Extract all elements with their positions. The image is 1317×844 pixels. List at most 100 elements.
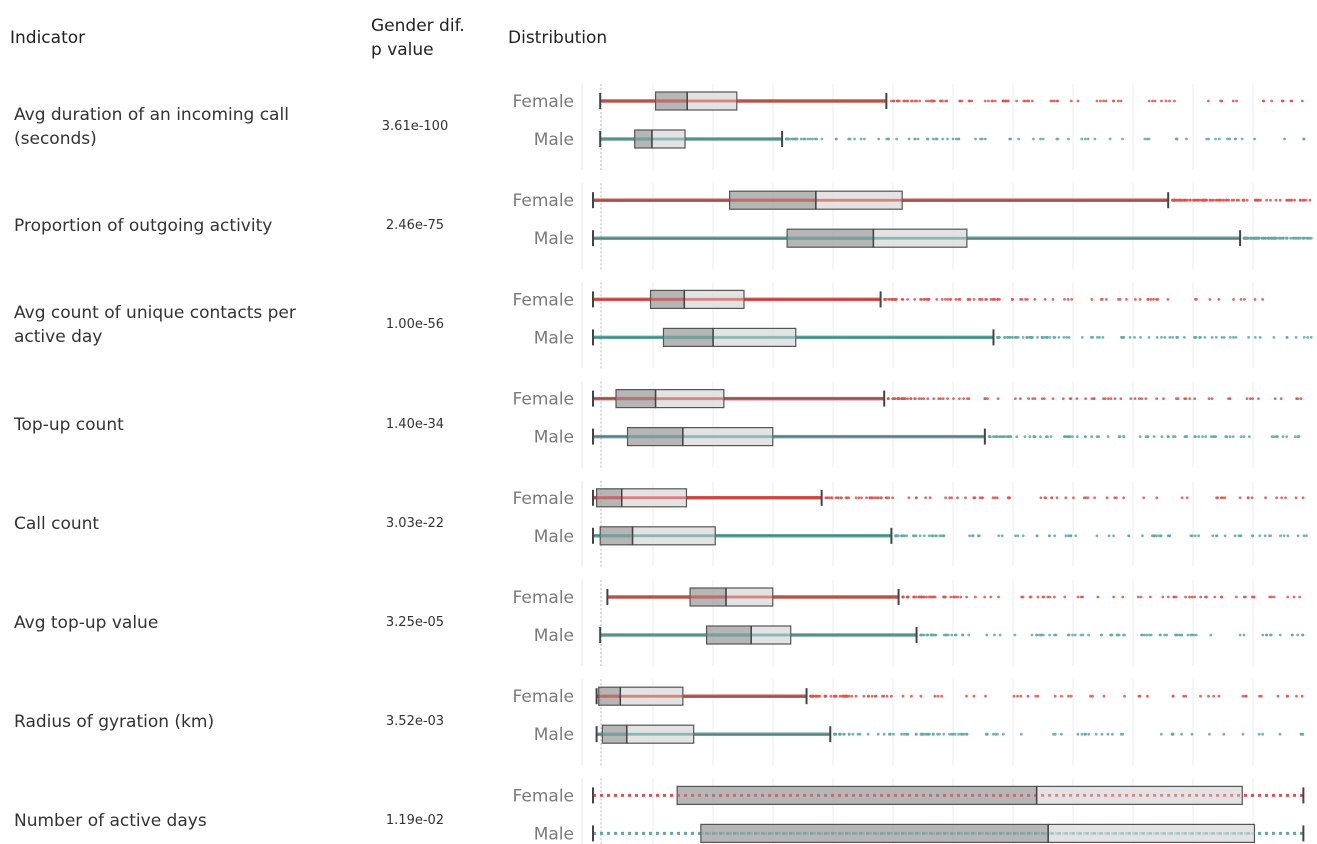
outlier-point: [1222, 336, 1226, 339]
boxplot-row: Female Male: [513, 480, 1308, 567]
outlier-point: [1048, 336, 1052, 339]
outlier-point: [948, 732, 951, 736]
outlier-point: [1210, 397, 1214, 400]
outlier-point: [1053, 595, 1056, 599]
outlier-point: [928, 496, 932, 500]
outlier-point: [940, 694, 944, 698]
outlier-point: [1043, 298, 1047, 301]
outlier-point: [1119, 397, 1123, 400]
outlier-point: [1199, 595, 1203, 599]
outlier-point: [1234, 336, 1238, 339]
outlier-point: [1036, 694, 1040, 698]
group-label: Male: [534, 130, 574, 150]
outlier-points: [987, 435, 1301, 438]
outlier-point: [1220, 99, 1224, 103]
outlier-point: [949, 595, 953, 599]
outlier-point: [1072, 496, 1075, 500]
outlier-point: [1281, 99, 1285, 103]
outlier-point: [1212, 694, 1215, 698]
outlier-point: [933, 694, 937, 698]
outlier-point: [1009, 137, 1012, 141]
outlier-point: [1011, 298, 1014, 301]
outlier-point: [1045, 435, 1048, 438]
outlier-point: [1276, 435, 1279, 438]
outlier-point: [948, 496, 951, 500]
indicator-label: Avg top-up value: [14, 611, 354, 635]
outlier-point: [958, 99, 962, 103]
outlier-point: [1217, 298, 1221, 301]
outlier-point: [1280, 496, 1284, 500]
outlier-point: [786, 137, 790, 141]
group-label: Female: [513, 786, 574, 806]
outlier-point: [925, 298, 929, 301]
outlier-point: [1148, 595, 1152, 599]
outlier-point: [927, 534, 931, 538]
outlier-point: [910, 694, 913, 698]
outlier-point: [1184, 694, 1188, 698]
outlier-point: [1015, 99, 1018, 103]
outlier-point: [791, 137, 795, 141]
outlier-point: [1160, 435, 1164, 438]
outlier-point: [1095, 534, 1099, 538]
outlier-point: [1165, 633, 1169, 637]
outlier-point: [962, 397, 965, 400]
outlier-point: [1197, 435, 1201, 438]
outlier-point: [1264, 496, 1267, 500]
boxplot-row: Female Male: [513, 381, 1303, 468]
outlier-point: [834, 137, 838, 141]
outlier-point: [1119, 732, 1123, 736]
outlier-point: [1234, 137, 1237, 141]
outlier-point: [1182, 198, 1186, 202]
outlier-point: [1023, 435, 1027, 438]
outlier-point: [1020, 595, 1023, 599]
outlier-point: [920, 397, 923, 400]
outlier-point: [1154, 298, 1158, 301]
outlier-point: [1188, 198, 1192, 202]
outlier-point: [1104, 99, 1108, 103]
outlier-point: [1231, 435, 1235, 438]
outlier-point: [1003, 336, 1006, 339]
outlier-point: [1289, 198, 1292, 202]
outlier-point: [922, 534, 926, 538]
outlier-point: [1033, 397, 1037, 400]
outlier-point: [1186, 633, 1190, 637]
outlier-point: [920, 732, 924, 736]
outlier-point: [860, 496, 863, 500]
outlier-point: [1284, 496, 1287, 500]
indicator-label-line: Avg count of unique contacts per: [14, 303, 296, 324]
outlier-point: [1083, 137, 1087, 141]
outlier-point: [1064, 534, 1068, 538]
outlier-point: [946, 137, 949, 141]
outlier-point: [823, 694, 827, 698]
outlier-point: [1140, 633, 1143, 637]
outlier-point: [1243, 298, 1246, 301]
outlier-point: [1178, 198, 1181, 202]
outlier-point: [1146, 435, 1150, 438]
outlier-point: [991, 496, 995, 500]
outlier-point: [1231, 336, 1235, 339]
outlier-point: [1225, 198, 1228, 202]
outlier-point: [1261, 298, 1264, 301]
outlier-point: [1183, 336, 1186, 339]
outlier-point: [1041, 137, 1045, 141]
outlier-point: [966, 298, 970, 301]
outlier-point: [1112, 99, 1115, 103]
outlier-point: [883, 298, 887, 301]
outlier-point: [985, 633, 989, 637]
outlier-point: [1079, 595, 1083, 599]
outlier-point: [1234, 595, 1238, 599]
outlier-point: [958, 397, 961, 400]
outlier-point: [992, 732, 995, 736]
outlier-point: [1291, 236, 1295, 240]
outlier-point: [1020, 298, 1024, 301]
outlier-point: [1217, 694, 1221, 698]
outlier-point: [1285, 336, 1289, 339]
outlier-point: [1112, 595, 1116, 599]
boxplot-row: Female Male: [513, 679, 1305, 766]
outlier-point: [968, 534, 971, 538]
outlier-point: [832, 694, 836, 698]
p-value: 3.03e-22: [385, 515, 445, 531]
group-label: Female: [513, 92, 574, 112]
outlier-point: [920, 298, 923, 301]
outlier-point: [1066, 298, 1070, 301]
